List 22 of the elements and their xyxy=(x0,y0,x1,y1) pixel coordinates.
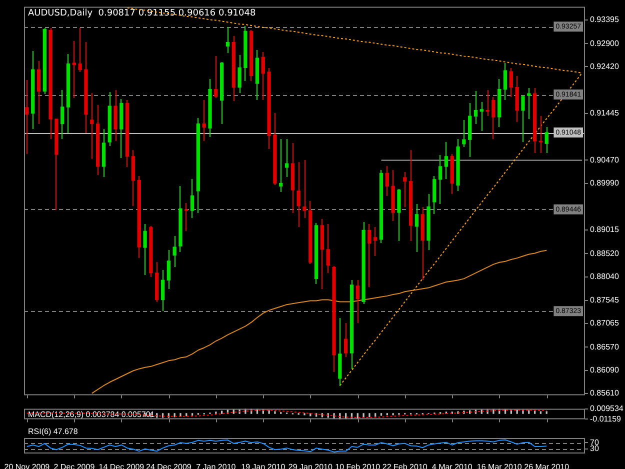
y-tick-label: 0.87545 xyxy=(590,296,620,305)
y-tick-label: 70 xyxy=(590,438,600,447)
y-tick-label: 0.009534 xyxy=(590,404,624,414)
chart-title: AUDUSD,Daily 0.90817 0.91155 0.90616 0.91048 xyxy=(28,8,256,19)
y-tick-label: 0.92420 xyxy=(590,62,620,71)
y-tick-label: 0.92900 xyxy=(590,38,620,48)
y-tick-label: 0.88040 xyxy=(590,272,620,281)
chart-title: RSI(6) 47.678 xyxy=(28,427,78,436)
line-series xyxy=(26,410,548,418)
y-tick-label: 0.86090 xyxy=(590,365,620,374)
chart-title: MACD(12,26,9) 0.003784 0.005701 xyxy=(28,410,156,420)
y-tick-label: 0.89990 xyxy=(590,178,620,188)
y-tick-label: -0.01159 xyxy=(590,414,622,424)
y-tick-label: 0.85610 xyxy=(590,388,620,398)
y-tick-label: 30 xyxy=(590,444,600,454)
y-tick-label: 0.88520 xyxy=(590,248,620,258)
y-tick-label: 0.91445 xyxy=(590,108,620,118)
y-tick-label: 0.89015 xyxy=(590,225,620,234)
y-tick-label: 0.90470 xyxy=(590,155,620,164)
y-tick-label: 0.86570 xyxy=(590,342,620,352)
y-tick-label: 0.87065 xyxy=(590,318,620,328)
y-tick-label: 0.93395 xyxy=(590,15,620,24)
